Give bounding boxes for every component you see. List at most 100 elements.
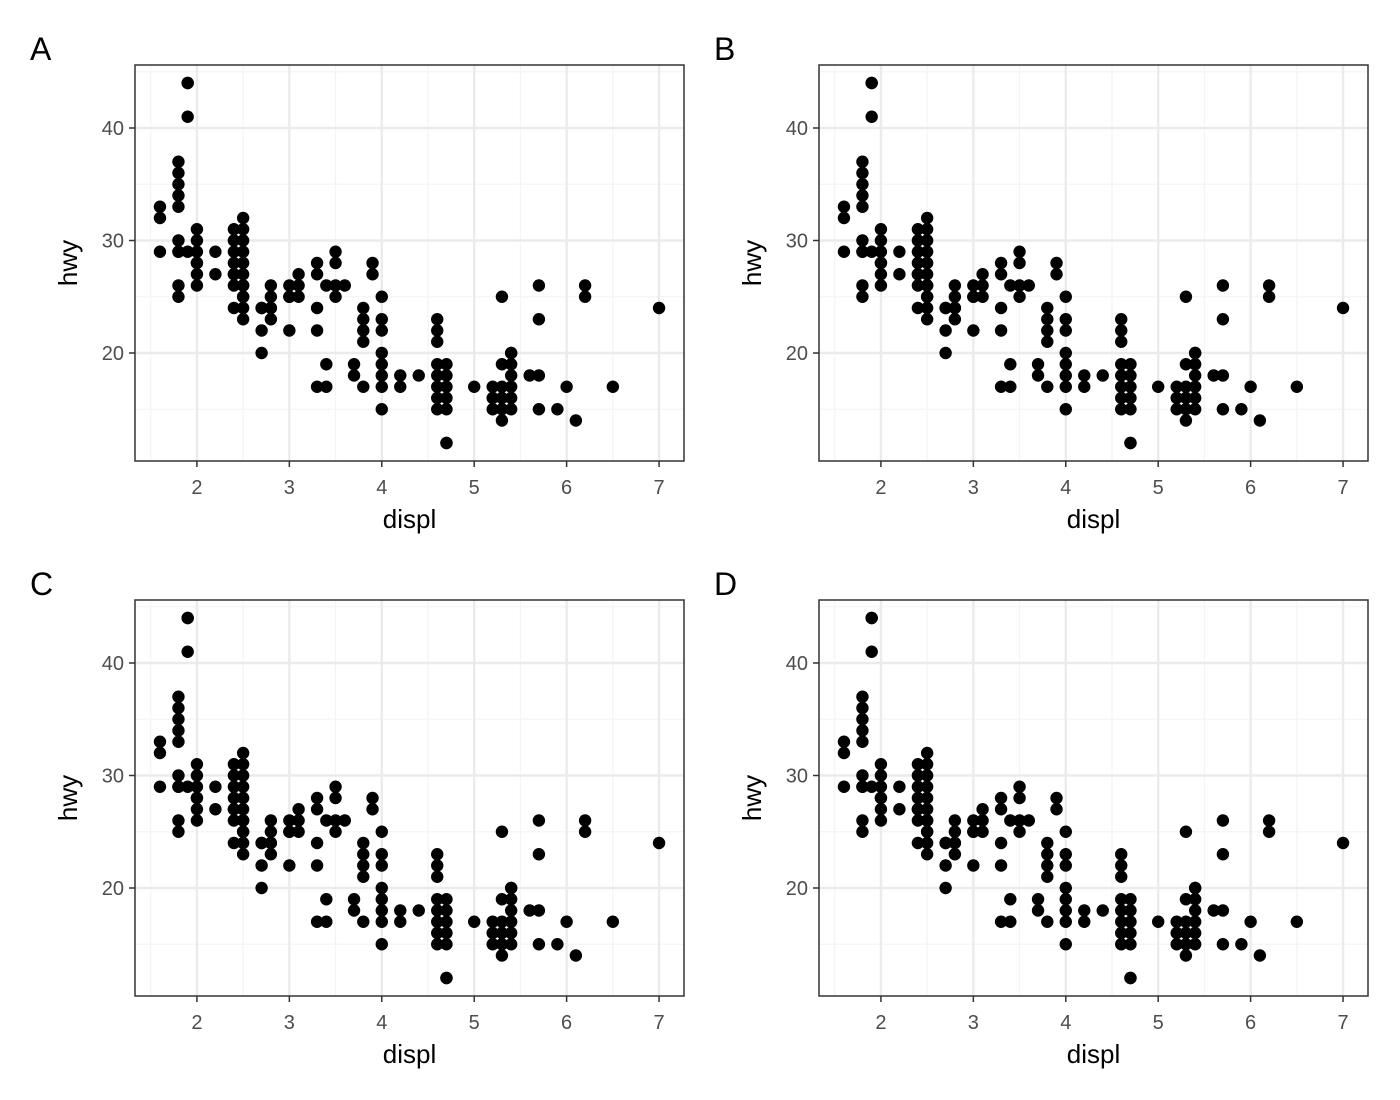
- data-point: [357, 335, 370, 348]
- data-point: [190, 256, 204, 270]
- data-point: [920, 268, 934, 281]
- data-point: [431, 324, 444, 337]
- data-point: [366, 268, 379, 281]
- data-point: [190, 223, 204, 236]
- data-point: [172, 769, 185, 782]
- panel-border: [134, 64, 685, 462]
- data-point: [920, 279, 934, 292]
- data-point: [504, 904, 518, 917]
- data-point: [431, 335, 444, 348]
- data-point: [911, 234, 925, 247]
- data-point: [920, 301, 934, 315]
- panel-b: 2 3 4 5 6 7 20 30 40 displ hwy B: [684, 0, 1384, 550]
- data-point: [236, 803, 250, 816]
- data-point: [329, 780, 342, 793]
- data-point: [1179, 358, 1193, 371]
- data-point: [495, 290, 509, 303]
- data-point: [486, 403, 499, 416]
- data-point: [431, 403, 444, 416]
- data-point: [1059, 938, 1072, 951]
- data-point: [320, 279, 333, 292]
- data-point: [865, 245, 878, 258]
- data-point: [532, 938, 546, 951]
- data-point: [1188, 403, 1202, 416]
- data-point: [495, 893, 509, 906]
- data-point: [837, 780, 851, 793]
- data-point: [347, 904, 361, 917]
- panel-c: 2 3 4 5 6 7 20 30 40 displ hwy C: [0, 535, 700, 1085]
- data-point: [292, 290, 305, 303]
- data-point: [911, 780, 925, 793]
- data-point: [153, 245, 167, 258]
- data-point: [394, 369, 407, 382]
- data-point: [532, 814, 546, 827]
- panel-tag: C: [30, 566, 53, 602]
- data-point: [236, 769, 250, 782]
- data-point: [440, 893, 453, 906]
- data-point: [357, 313, 370, 326]
- data-point: [236, 234, 250, 247]
- data-point: [357, 859, 370, 872]
- data-point: [504, 391, 518, 405]
- scatter-plot-b: 2 3 4 5 6 7 20 30 40 displ hwy B: [714, 31, 1369, 534]
- data-point: [856, 189, 869, 202]
- data-point: [283, 825, 296, 838]
- data-point: [310, 836, 324, 850]
- data-point: [856, 245, 869, 258]
- data-point: [1179, 825, 1193, 838]
- data-point: [1022, 279, 1036, 292]
- data-point: [560, 915, 573, 928]
- data-point: [431, 893, 444, 906]
- data-point: [329, 791, 342, 805]
- data-point: [375, 904, 388, 917]
- data-point: [948, 301, 962, 315]
- data-point: [856, 279, 869, 292]
- data-point: [920, 290, 934, 303]
- data-point: [1041, 380, 1054, 393]
- data-point: [1022, 814, 1036, 827]
- data-point: [172, 245, 185, 258]
- data-point: [874, 268, 888, 281]
- data-point: [357, 324, 370, 337]
- data-point: [1253, 414, 1267, 427]
- data-point: [172, 279, 185, 292]
- data-point: [837, 200, 851, 213]
- data-point: [357, 915, 370, 928]
- data-point: [1170, 938, 1183, 951]
- data-point: [532, 848, 546, 861]
- data-point: [320, 358, 333, 371]
- data-point: [1041, 324, 1054, 337]
- data-point: [920, 814, 934, 827]
- data-point: [255, 859, 268, 872]
- x-tick-label: 4: [1060, 1012, 1071, 1034]
- data-point: [264, 290, 278, 303]
- data-point: [578, 814, 592, 827]
- data-point: [375, 825, 388, 838]
- data-point: [1188, 380, 1202, 393]
- data-point: [495, 915, 509, 928]
- data-point: [1179, 403, 1193, 416]
- data-point: [1059, 324, 1072, 337]
- data-point: [236, 211, 250, 225]
- data-point: [495, 403, 509, 416]
- data-point: [1004, 279, 1017, 292]
- data-point: [1262, 279, 1276, 292]
- data-point: [440, 380, 453, 393]
- data-point: [236, 791, 250, 805]
- data-point: [1151, 380, 1165, 393]
- data-point: [153, 746, 167, 760]
- data-point: [1124, 391, 1137, 405]
- data-point: [236, 746, 250, 760]
- y-tick-label: 40: [102, 118, 124, 140]
- data-point: [920, 256, 934, 270]
- data-point: [1253, 949, 1267, 962]
- data-point: [976, 279, 989, 292]
- data-point: [181, 110, 194, 123]
- data-point: [856, 713, 869, 726]
- data-point: [994, 859, 1008, 872]
- panel-d: 2 3 4 5 6 7 20 30 40 displ hwy D: [684, 535, 1384, 1085]
- data-point: [532, 279, 546, 292]
- data-point: [227, 791, 241, 805]
- data-point: [255, 836, 268, 850]
- data-point: [976, 803, 989, 816]
